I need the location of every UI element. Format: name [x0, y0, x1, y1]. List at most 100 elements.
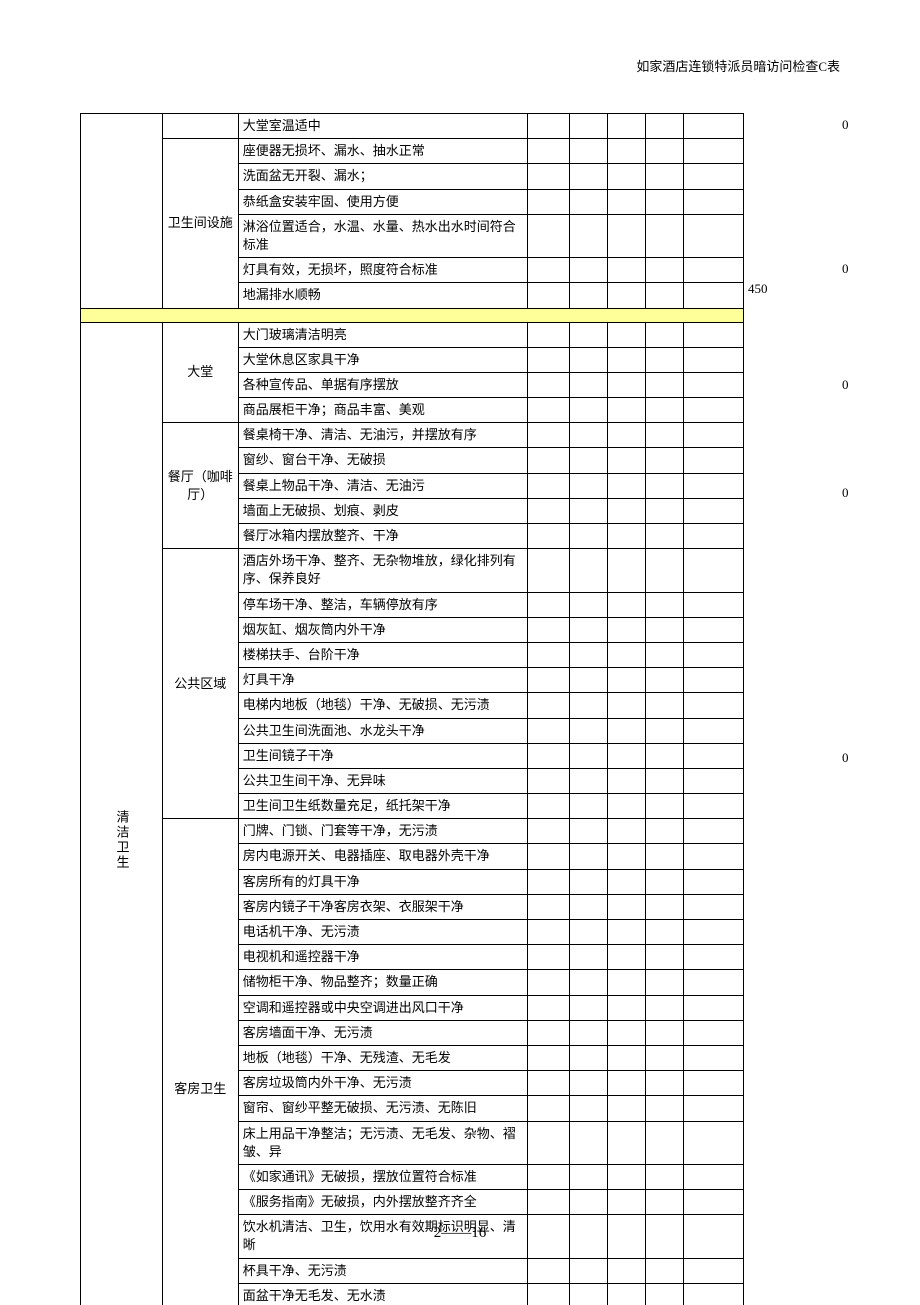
score-cell — [570, 794, 608, 819]
score-cell — [528, 1164, 570, 1189]
score-cell — [528, 372, 570, 397]
score-cell — [528, 524, 570, 549]
score-cell — [646, 498, 684, 523]
score-cell — [646, 1190, 684, 1215]
score-cell — [684, 423, 744, 448]
score-cell — [646, 869, 684, 894]
score-cell — [608, 743, 646, 768]
score-cell — [528, 1071, 570, 1096]
score-cell — [646, 718, 684, 743]
item-cell: 卫生间镜子干净 — [238, 743, 527, 768]
separator-row — [81, 308, 744, 322]
score-cell — [608, 1190, 646, 1215]
score-cell — [608, 322, 646, 347]
page-header: 如家酒店连锁特派员暗访问检查C表 — [636, 56, 840, 75]
score-cell — [684, 1121, 744, 1164]
score-cell — [684, 1071, 744, 1096]
score-cell — [684, 1258, 744, 1283]
score-cell — [570, 322, 608, 347]
score-cell — [528, 617, 570, 642]
score-cell — [684, 347, 744, 372]
score-cell — [528, 448, 570, 473]
item-cell: 餐桌椅干净、清洁、无油污，并摆放有序 — [238, 423, 527, 448]
score-cell — [608, 869, 646, 894]
score-cell — [528, 423, 570, 448]
score-cell — [570, 869, 608, 894]
score-cell — [684, 1096, 744, 1121]
score-cell — [646, 768, 684, 793]
score-cell — [528, 114, 570, 139]
score-cell — [528, 322, 570, 347]
item-cell: 座便器无损坏、漏水、抽水正常 — [238, 139, 527, 164]
table-row: 清洁卫生大堂大门玻璃清洁明亮 — [81, 322, 744, 347]
score-cell — [646, 894, 684, 919]
score-cell — [528, 214, 570, 257]
score-cell — [684, 1190, 744, 1215]
score-cell — [570, 920, 608, 945]
score-cell — [608, 920, 646, 945]
score-cell — [646, 423, 684, 448]
score-cell — [528, 139, 570, 164]
score-cell — [570, 1020, 608, 1045]
score-cell — [646, 164, 684, 189]
score-cell — [528, 1045, 570, 1070]
score-cell — [528, 844, 570, 869]
score-cell — [608, 668, 646, 693]
item-cell: 恭纸盒安装牢固、使用方便 — [238, 189, 527, 214]
score-cell — [684, 743, 744, 768]
score-cell — [646, 819, 684, 844]
side-value: 0 — [842, 485, 849, 501]
score-cell — [528, 718, 570, 743]
score-cell — [608, 189, 646, 214]
score-cell — [608, 945, 646, 970]
table-row: 大堂室温适中 — [81, 114, 744, 139]
subcategory-cell: 大堂 — [162, 322, 238, 423]
item-cell: 墙面上无破损、划痕、剥皮 — [238, 498, 527, 523]
score-cell — [528, 1190, 570, 1215]
score-cell — [570, 819, 608, 844]
item-cell: 窗帘、窗纱平整无破损、无污渍、无陈旧 — [238, 1096, 527, 1121]
score-cell — [570, 844, 608, 869]
score-cell — [608, 894, 646, 919]
score-cell — [528, 894, 570, 919]
score-cell — [646, 524, 684, 549]
page-number: 2——16 — [0, 1225, 920, 1242]
score-cell — [684, 164, 744, 189]
item-cell: 地漏排水顺畅 — [238, 283, 527, 308]
score-cell — [528, 668, 570, 693]
score-cell — [570, 1045, 608, 1070]
item-cell: 杯具干净、无污渍 — [238, 1258, 527, 1283]
score-cell — [684, 617, 744, 642]
score-cell — [646, 920, 684, 945]
item-cell: 电梯内地板（地毯）干净、无破损、无污渍 — [238, 693, 527, 718]
score-cell — [570, 139, 608, 164]
score-cell — [608, 844, 646, 869]
subcategory-cell: 公共区域 — [162, 549, 238, 819]
score-cell — [646, 1096, 684, 1121]
score-cell — [570, 473, 608, 498]
score-cell — [646, 844, 684, 869]
score-cell — [646, 693, 684, 718]
score-cell — [608, 642, 646, 667]
subcategory-cell: 餐厅（咖啡厅） — [162, 423, 238, 549]
score-cell — [570, 1121, 608, 1164]
score-cell — [608, 1045, 646, 1070]
item-cell: 洗面盆无开裂、漏水； — [238, 164, 527, 189]
score-cell — [608, 258, 646, 283]
item-cell: 大门玻璃清洁明亮 — [238, 322, 527, 347]
score-cell — [528, 549, 570, 592]
score-cell — [528, 970, 570, 995]
score-cell — [570, 423, 608, 448]
item-cell: 《如家通讯》无破损，摆放位置符合标准 — [238, 1164, 527, 1189]
score-cell — [570, 1164, 608, 1189]
score-cell — [570, 743, 608, 768]
score-cell — [608, 592, 646, 617]
score-cell — [646, 592, 684, 617]
score-cell — [608, 448, 646, 473]
score-cell — [646, 1164, 684, 1189]
score-cell — [570, 1190, 608, 1215]
table-row: 卫生间设施座便器无损坏、漏水、抽水正常 — [81, 139, 744, 164]
score-cell — [570, 668, 608, 693]
score-cell — [528, 189, 570, 214]
score-cell — [570, 448, 608, 473]
